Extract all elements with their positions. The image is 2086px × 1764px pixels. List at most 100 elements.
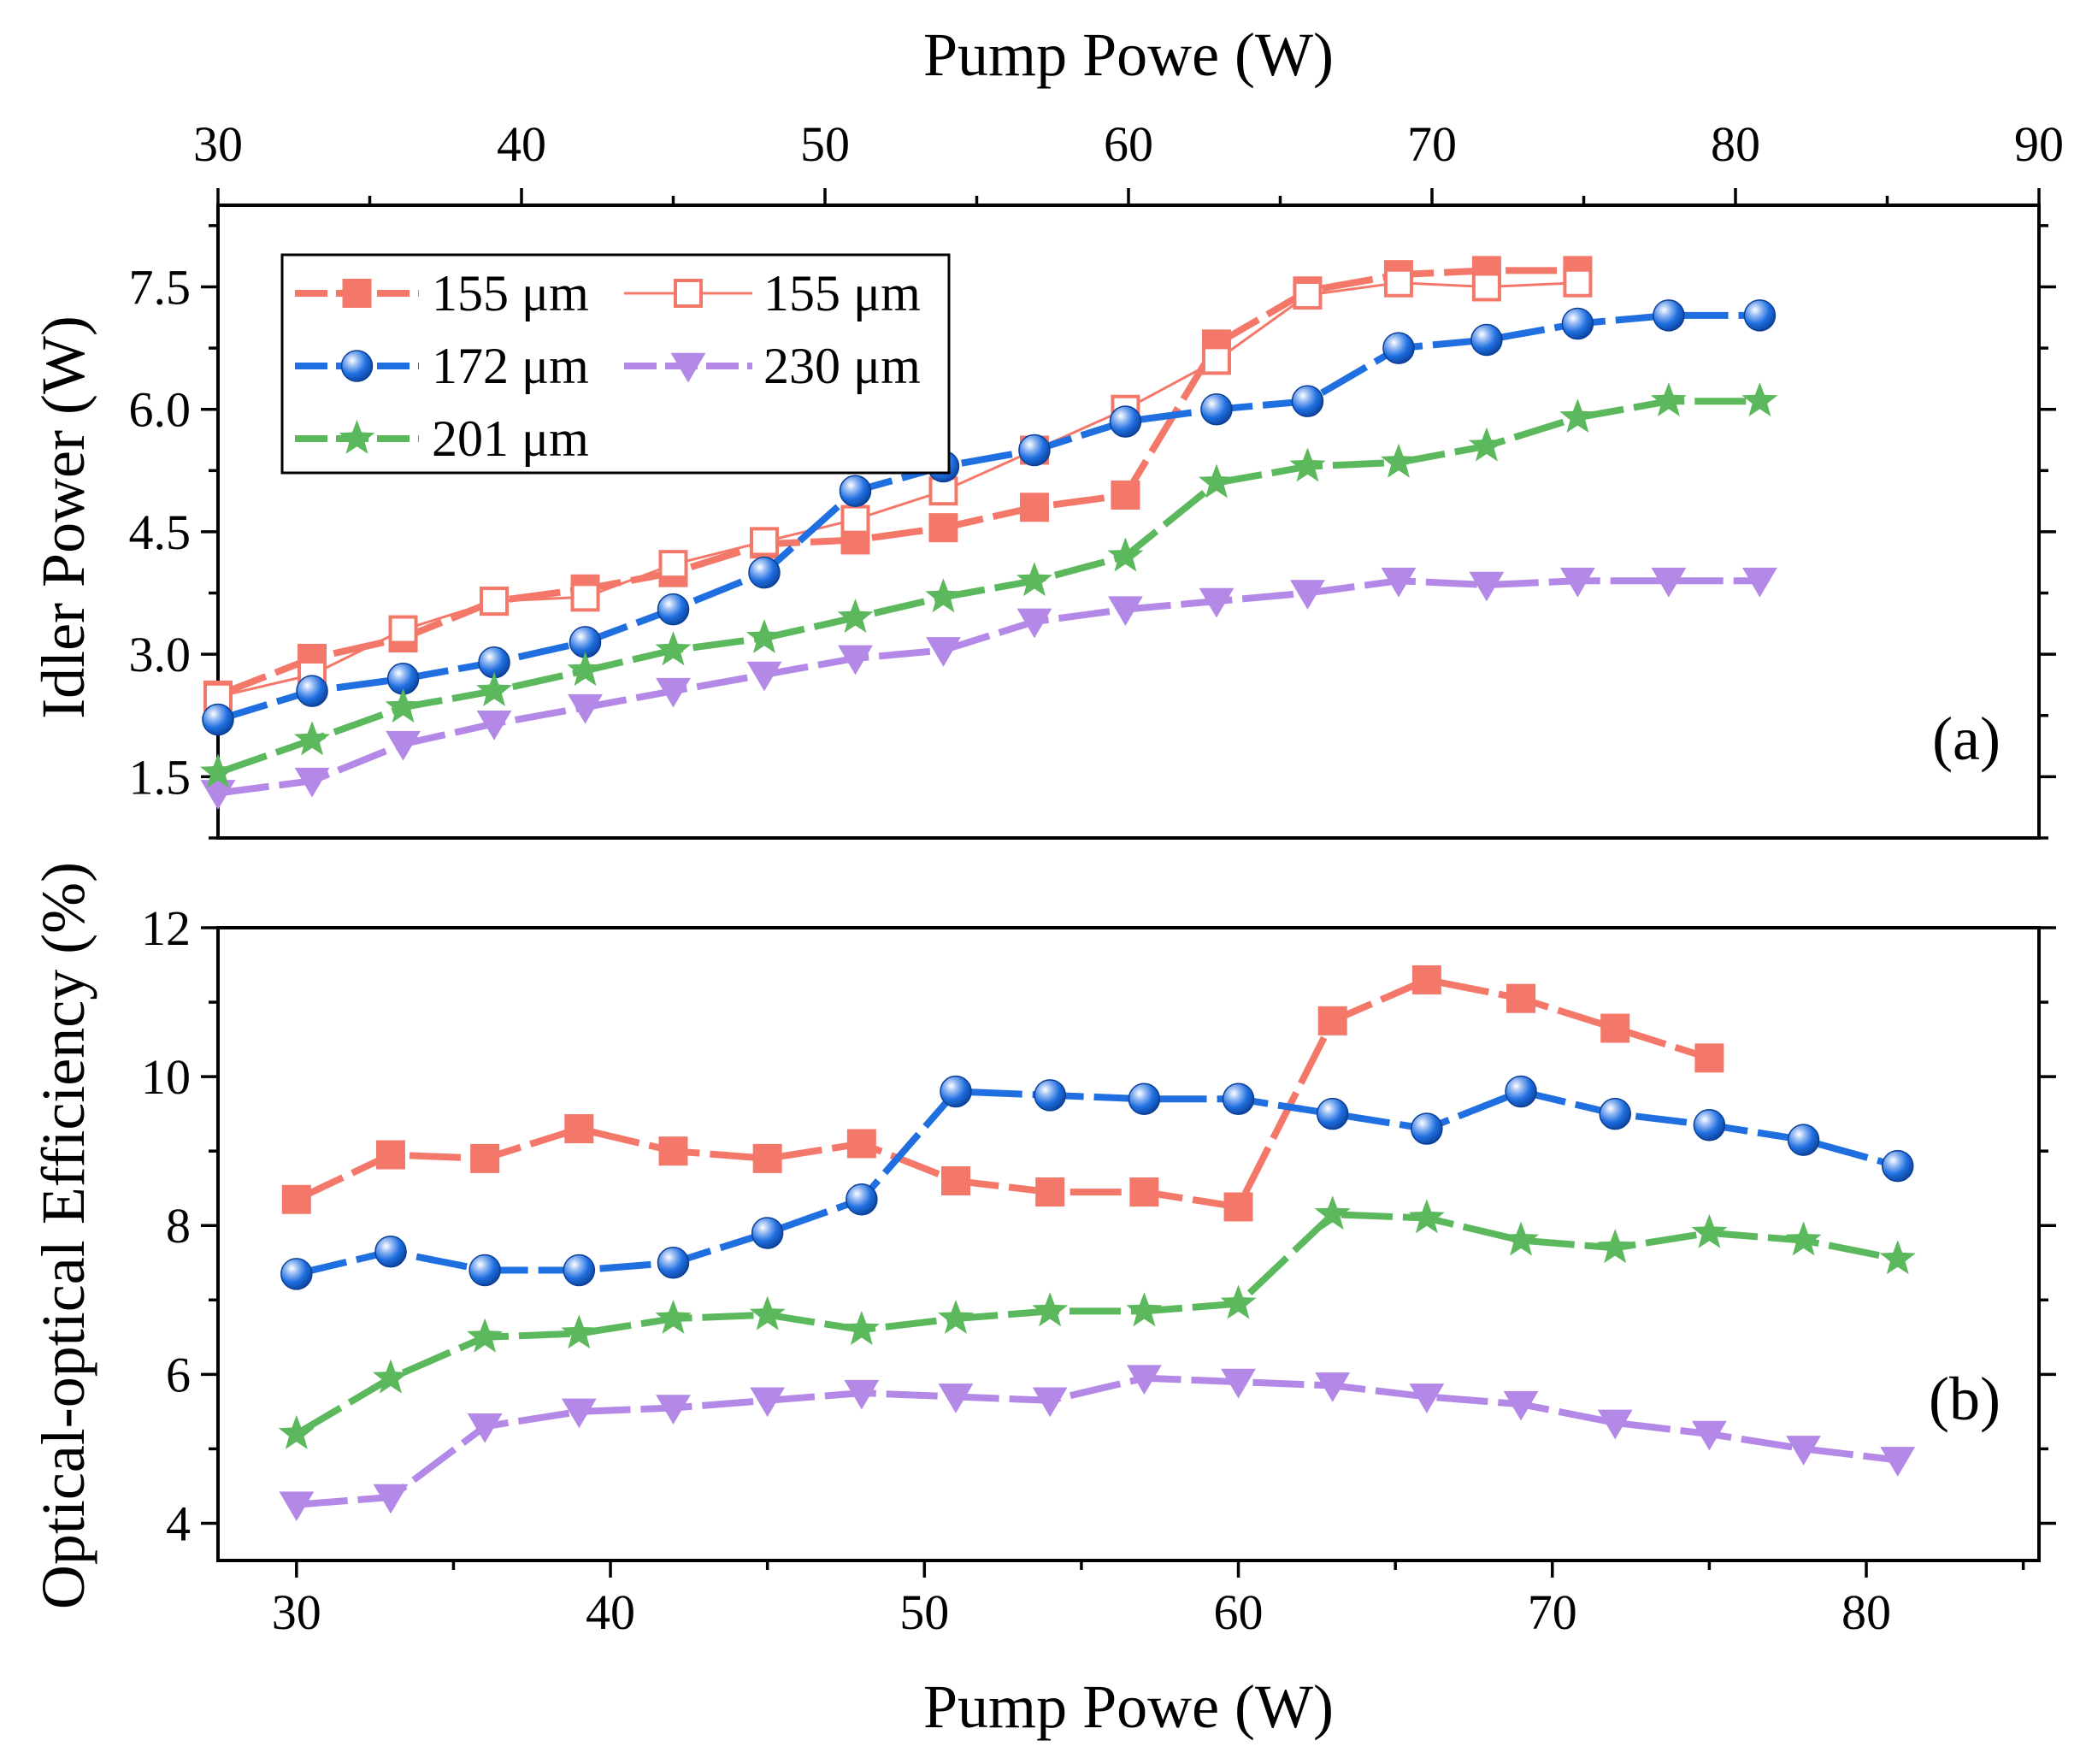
panel-a-series-155um-open-point	[658, 550, 688, 580]
panel-a-series-230um-point	[476, 711, 512, 740]
panel-b-series-155um-line	[295, 976, 1711, 1211]
panel-b-series-201um-point	[1503, 1221, 1540, 1256]
panel-a-series-201um-point	[837, 599, 874, 634]
panel-a-series-155um-open-point	[1293, 280, 1323, 310]
panel-a-series-172um-point	[1018, 434, 1051, 467]
panel-b-series-201um-point	[938, 1300, 974, 1334]
legend-label-155um-open: 155 μm	[763, 265, 921, 322]
panel-a-series-230um-point	[1016, 608, 1052, 639]
panel-b-series-155um-point	[1411, 965, 1441, 994]
panel-b-ytick-label: 4	[166, 1496, 191, 1551]
panel-a-series-172um-point	[1561, 307, 1594, 340]
panel-b-series-230um-point	[1597, 1409, 1633, 1440]
panel-b-series-155um-point	[1694, 1043, 1724, 1073]
panel-a-series-201um-point	[476, 672, 513, 706]
panel-b-series-230um-point	[467, 1413, 503, 1443]
panel-b-series-172um-point	[657, 1247, 690, 1279]
panel-a-series-172um-point	[296, 675, 328, 707]
panel-a-series-201um-point	[1650, 382, 1687, 416]
panel-a-ytick-label: 1.5	[129, 749, 192, 805]
panel-a-xtick-label: 40	[497, 116, 546, 172]
panel-a-series-155um-open-point	[388, 615, 418, 645]
panel-a-xtick-label: 60	[1104, 116, 1153, 172]
panel-b-series-172um-point	[1787, 1124, 1820, 1156]
panel-b-series-230um-point	[1880, 1447, 1916, 1477]
legend-sample-4-marker	[339, 419, 375, 454]
panel-b-series-201um-point	[467, 1318, 504, 1353]
panel-a-series-172um-point	[202, 703, 234, 736]
panel-a-series-230um-point	[1651, 567, 1687, 598]
panel-b-series-155um	[281, 965, 1724, 1222]
panel-a-series-201um-point	[925, 578, 962, 613]
panel-b-xtick-label: 30	[272, 1584, 321, 1640]
panel-b-series-172um-point	[1128, 1083, 1161, 1115]
panel-a-series-230um-point	[1742, 567, 1777, 598]
panel-a-series-230um-point	[200, 780, 236, 810]
panel-a-ytick-label: 3.0	[129, 627, 192, 682]
panel-b-series-230um-line	[296, 1374, 1899, 1508]
panel-b-series-172um-point	[563, 1254, 596, 1287]
panel-a-series-201um-point	[1741, 382, 1778, 416]
panel-b-plot: 4 6 8 10 12 30 40 50 60 70 80	[141, 900, 2056, 1640]
panel-a-xtick-label: 30	[193, 116, 243, 172]
panel-b-series-230um-point	[1786, 1436, 1821, 1466]
panel-a-series-230um-point	[294, 767, 330, 798]
panel-b-series-201um-point	[1597, 1229, 1634, 1264]
panel-a-series-201um-point	[385, 688, 421, 723]
panel-b-series-172um-point	[846, 1183, 878, 1216]
panel-b-series-201um-point	[1408, 1199, 1445, 1234]
panel-a-label: (a)	[1932, 705, 2001, 773]
panel-a-series-172um-point	[748, 556, 781, 589]
legend-sample-1-marker	[674, 279, 703, 308]
panel-a-ytick-label: 4.5	[129, 504, 192, 560]
panel-a-series-230um-point	[1560, 567, 1595, 598]
panel-a-plot: 1.5 3.0 4.5 6.0 7.5 30 40 50 60 70 80 90	[129, 116, 2064, 840]
panel-b-series-172um	[280, 1075, 1914, 1290]
panel-a-xtick-label: 90	[2014, 116, 2064, 172]
panel-a-series-172um-point	[1109, 405, 1142, 438]
panel-b-series-230um-point	[750, 1387, 786, 1418]
panel-b-ytick-label: 6	[166, 1347, 191, 1402]
panel-a-series-155um-point	[1019, 493, 1049, 522]
legend-label-201um: 201 μm	[432, 410, 589, 467]
bottom-axis-title: Pump Powe (W)	[923, 1673, 1334, 1741]
panel-a-series-155um-open-point	[1471, 272, 1501, 302]
panel-b-xtick-label: 40	[586, 1584, 635, 1640]
panel-a-series-155um-open-point	[1201, 345, 1231, 375]
panel-b-xtick-label: 60	[1214, 1584, 1264, 1640]
panel-b-series-201um-point	[1220, 1284, 1257, 1319]
panel-b-series-230um-point	[938, 1383, 974, 1413]
panel-b-series-230um-point	[1032, 1387, 1068, 1418]
panel-b-series-230um-point	[1409, 1383, 1445, 1413]
panel-b-ytick-label: 10	[141, 1049, 191, 1105]
panel-b-xtick-label: 80	[1841, 1584, 1891, 1640]
panel-b-series-155um-point	[846, 1129, 876, 1159]
panel-a-series-230um-point	[568, 693, 603, 724]
panel-a-series-201um-point	[1289, 447, 1326, 482]
panel-a-ytick-label: 6.0	[129, 382, 192, 438]
panel-a-series-230um-point	[1108, 596, 1143, 627]
panel-b-series-155um-point	[1506, 983, 1536, 1013]
panel-a-series-230um-point	[838, 645, 873, 676]
panel-b-series-201um-point	[1314, 1195, 1351, 1230]
panel-b-series-155um-point	[1600, 1013, 1630, 1043]
top-axis-title: Pump Powe (W)	[923, 21, 1334, 89]
legend: 155 μm 155 μm 172 μm 230 μm 201 μm	[280, 253, 951, 475]
panel-b-series-172um-point	[374, 1235, 407, 1268]
panel-a-series-230um	[200, 567, 1777, 810]
panel-b-series-155um-point	[941, 1166, 971, 1195]
panel-a-series-172um-point	[1653, 299, 1685, 332]
panel-a-series-155um-open-point	[840, 504, 870, 534]
panel-b-series-172um-point	[940, 1075, 972, 1108]
panel-b-series-230um-point	[561, 1398, 597, 1429]
panel-a-series-155um-open-point	[570, 582, 600, 612]
panel-b-series-201um-point	[1879, 1240, 1916, 1275]
panel-a-xtick-label: 70	[1407, 116, 1457, 172]
panel-b-series-230um-point	[1315, 1372, 1351, 1402]
panel-b-series-230um-point	[373, 1484, 409, 1514]
panel-b-series-172um-point	[1222, 1083, 1255, 1115]
panel-b-xtick-label: 70	[1528, 1584, 1577, 1640]
legend-label-155um-filled: 155 μm	[432, 265, 589, 322]
panel-a-series-155um-point	[1111, 480, 1140, 510]
